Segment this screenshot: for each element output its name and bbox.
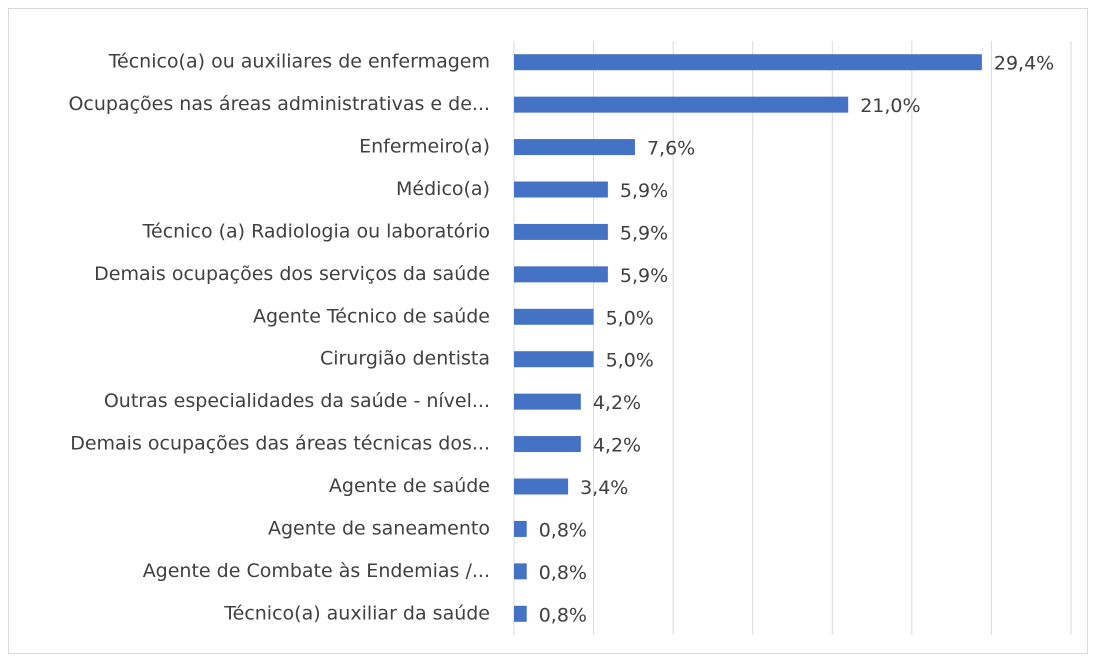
category-label: Demais ocupações dos serviços da saúde [94, 263, 490, 285]
bar [514, 605, 527, 622]
bar [514, 96, 849, 113]
category-label: Técnico(a) ou auxiliares de enfermagem [108, 51, 490, 73]
category-label: Agente de Combate às Endemias /... [143, 560, 490, 582]
bar [514, 181, 608, 198]
category-label: Médico(a) [396, 178, 490, 200]
category-label: Cirurgião dentista [320, 348, 490, 370]
bar [514, 393, 581, 410]
value-label: 5,0% [606, 307, 654, 329]
bar [514, 436, 581, 453]
bar [514, 54, 982, 71]
value-label: 5,0% [606, 350, 654, 372]
value-label: 4,2% [593, 392, 641, 414]
value-label: 29,4% [994, 53, 1054, 75]
value-label: 0,8% [539, 604, 587, 626]
value-label: 5,9% [620, 180, 668, 202]
category-label: Demais ocupações das áreas técnicas dos.… [70, 433, 490, 455]
category-label: Técnico (a) Radiologia ou laboratório [142, 220, 490, 242]
category-label: Agente Técnico de saúde [253, 305, 490, 327]
value-label: 0,8% [539, 519, 587, 541]
bar [514, 563, 527, 580]
category-label: Ocupações nas áreas administrativas e de… [68, 93, 490, 115]
value-label: 0,8% [539, 562, 587, 584]
category-label: Agente de saneamento [268, 517, 490, 539]
chart-frame [8, 8, 1088, 654]
value-label: 3,4% [580, 477, 628, 499]
category-label: Agente de saúde [329, 475, 490, 497]
category-label: Outras especialidades da saúde - nível..… [104, 390, 490, 412]
category-label: Técnico(a) auxiliar da saúde [223, 602, 490, 624]
value-label: 4,2% [593, 435, 641, 457]
bar [514, 266, 608, 283]
value-label: 21,0% [860, 95, 920, 117]
bar [514, 520, 527, 537]
bar [514, 308, 594, 325]
value-label: 5,9% [620, 265, 668, 287]
bar [514, 223, 608, 240]
value-label: 7,6% [647, 138, 695, 160]
bar [514, 139, 635, 156]
value-label: 5,9% [620, 222, 668, 244]
category-label: Enfermeiro(a) [359, 136, 490, 158]
bar [514, 478, 569, 495]
bar [514, 351, 594, 368]
